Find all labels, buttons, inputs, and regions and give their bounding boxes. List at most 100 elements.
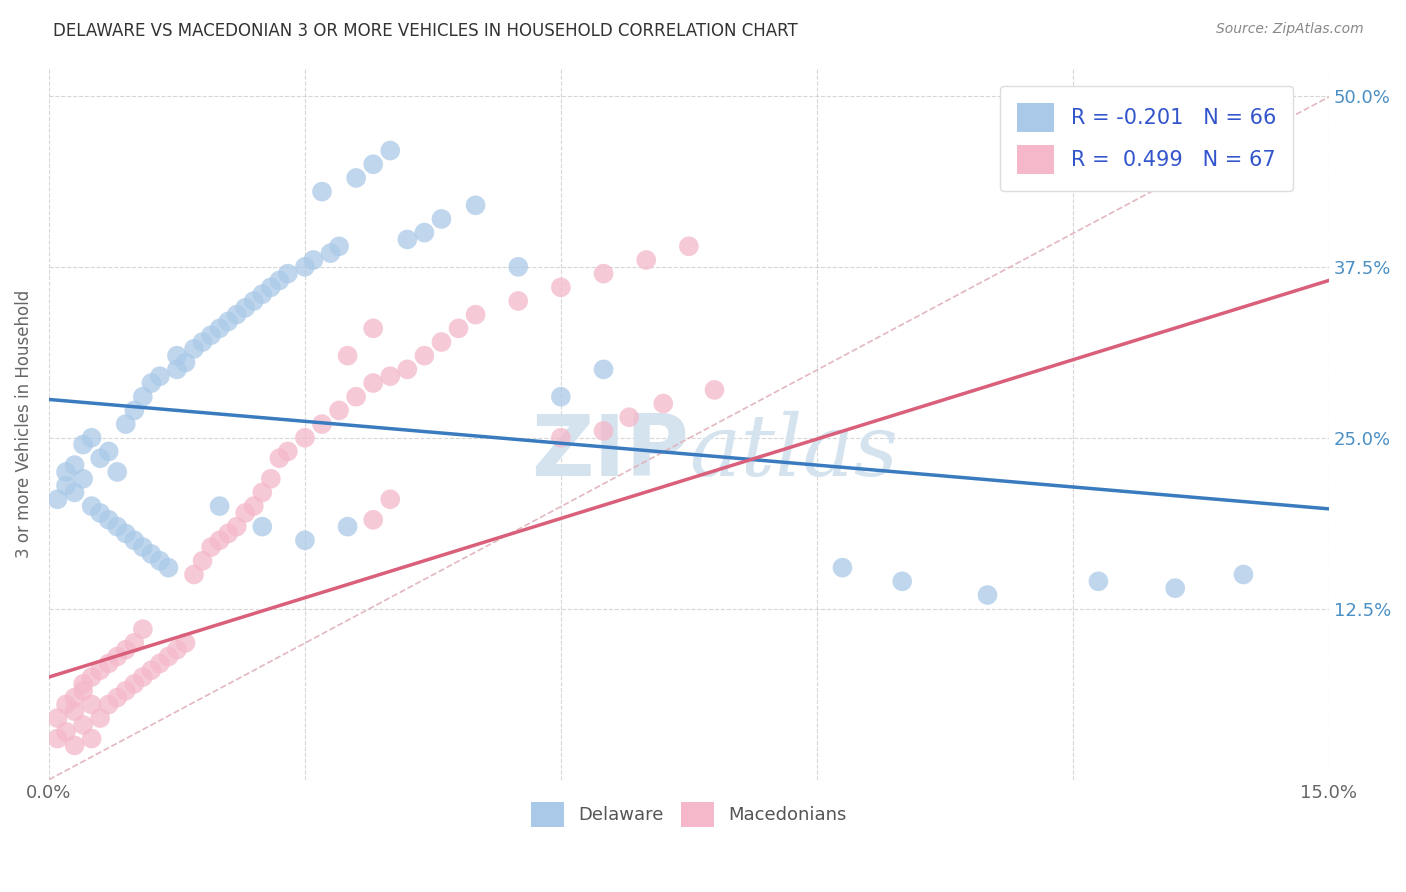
Point: [380, 492, 402, 507]
Point: [208, 499, 231, 513]
Point: [464, 198, 486, 212]
Text: atlas: atlas: [689, 411, 898, 494]
Point: [361, 321, 384, 335]
Point: [174, 636, 197, 650]
Point: [157, 560, 180, 574]
Point: [1087, 574, 1109, 589]
Point: [132, 390, 155, 404]
Point: [124, 677, 146, 691]
Point: [80, 731, 103, 746]
Point: [430, 211, 453, 226]
Point: [1164, 581, 1187, 595]
Point: [72, 683, 94, 698]
Point: [63, 485, 86, 500]
Point: [149, 369, 172, 384]
Point: [242, 499, 264, 513]
Point: [141, 663, 163, 677]
Point: [97, 444, 120, 458]
Point: [166, 349, 188, 363]
Point: [617, 410, 640, 425]
Point: [55, 698, 77, 712]
Point: [592, 267, 614, 281]
Point: [132, 670, 155, 684]
Point: [233, 506, 256, 520]
Point: [46, 711, 69, 725]
Point: [396, 362, 419, 376]
Point: [208, 533, 231, 548]
Point: [252, 519, 274, 533]
Point: [252, 485, 274, 500]
Point: [636, 252, 658, 267]
Point: [550, 390, 572, 404]
Point: [260, 472, 283, 486]
Point: [55, 465, 77, 479]
Point: [678, 239, 700, 253]
Point: [294, 533, 316, 548]
Point: [200, 540, 222, 554]
Point: [72, 718, 94, 732]
Point: [89, 506, 111, 520]
Point: [277, 267, 299, 281]
Point: [124, 533, 146, 548]
Point: [80, 698, 103, 712]
Text: DELAWARE VS MACEDONIAN 3 OR MORE VEHICLES IN HOUSEHOLD CORRELATION CHART: DELAWARE VS MACEDONIAN 3 OR MORE VEHICLE…: [53, 22, 799, 40]
Point: [141, 376, 163, 390]
Point: [80, 670, 103, 684]
Point: [183, 567, 205, 582]
Point: [63, 690, 86, 705]
Point: [105, 465, 128, 479]
Point: [361, 513, 384, 527]
Point: [361, 157, 384, 171]
Point: [72, 472, 94, 486]
Point: [217, 314, 239, 328]
Point: [80, 431, 103, 445]
Point: [55, 724, 77, 739]
Point: [149, 554, 172, 568]
Point: [208, 321, 231, 335]
Point: [105, 649, 128, 664]
Point: [105, 690, 128, 705]
Point: [311, 417, 333, 431]
Point: [319, 246, 342, 260]
Point: [157, 649, 180, 664]
Point: [361, 376, 384, 390]
Point: [976, 588, 998, 602]
Point: [252, 287, 274, 301]
Point: [269, 273, 291, 287]
Point: [380, 144, 402, 158]
Point: [703, 383, 725, 397]
Point: [336, 349, 359, 363]
Point: [302, 252, 325, 267]
Legend: Delaware, Macedonians: Delaware, Macedonians: [524, 795, 853, 835]
Point: [114, 417, 136, 431]
Point: [311, 185, 333, 199]
Point: [413, 349, 436, 363]
Point: [124, 636, 146, 650]
Point: [269, 451, 291, 466]
Point: [233, 301, 256, 315]
Point: [63, 458, 86, 472]
Point: [97, 513, 120, 527]
Point: [55, 478, 77, 492]
Point: [132, 622, 155, 636]
Y-axis label: 3 or more Vehicles in Household: 3 or more Vehicles in Household: [15, 290, 32, 558]
Point: [336, 519, 359, 533]
Point: [72, 677, 94, 691]
Point: [105, 519, 128, 533]
Point: [217, 526, 239, 541]
Point: [413, 226, 436, 240]
Point: [63, 739, 86, 753]
Point: [508, 293, 530, 308]
Point: [191, 334, 214, 349]
Point: [97, 657, 120, 671]
Point: [200, 328, 222, 343]
Point: [132, 540, 155, 554]
Point: [344, 170, 367, 185]
Point: [294, 260, 316, 274]
Point: [1232, 567, 1254, 582]
Point: [114, 526, 136, 541]
Point: [114, 642, 136, 657]
Point: [63, 704, 86, 718]
Point: [891, 574, 914, 589]
Point: [183, 342, 205, 356]
